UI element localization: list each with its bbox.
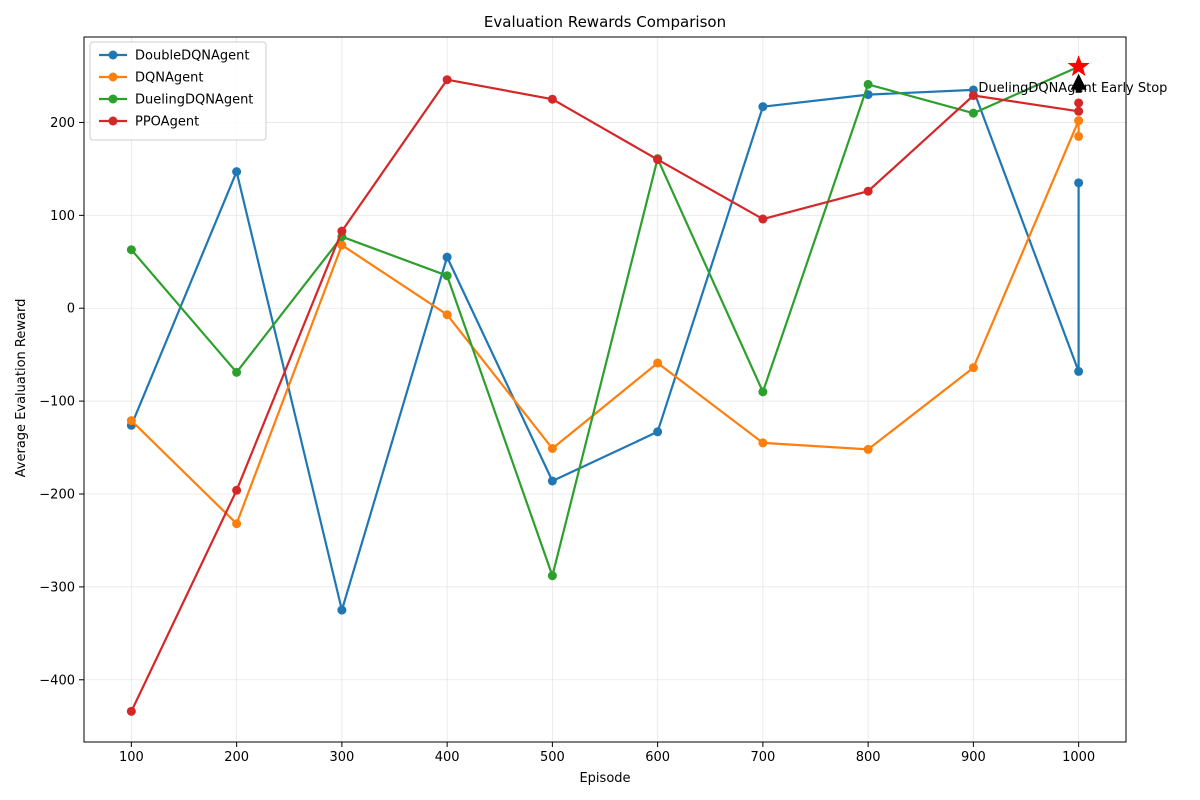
data-point [126, 245, 136, 255]
x-tick-label: 300 [329, 750, 354, 765]
series-line [130, 88, 1080, 612]
data-point [126, 706, 136, 716]
x-tick-label: 800 [856, 750, 881, 765]
x-tick-label: 100 [119, 750, 144, 765]
data-point [232, 167, 242, 177]
series-DuelingDQNAgent [126, 62, 1084, 581]
data-point [547, 94, 557, 104]
series-DoubleDQNAgent [126, 85, 1084, 615]
data-point [232, 519, 242, 529]
x-tick-label: 400 [435, 750, 460, 765]
data-point [442, 271, 452, 281]
series-DQNAgent [126, 116, 1084, 529]
annotation-arrow [1070, 73, 1087, 93]
y-tick-label: −200 [39, 487, 75, 502]
data-point [968, 363, 978, 373]
legend-swatch-marker [108, 116, 118, 126]
data-point [653, 155, 663, 165]
data-point [442, 252, 452, 262]
data-point [547, 571, 557, 581]
y-tick-label: −300 [39, 580, 75, 595]
y-tick-label: 100 [50, 209, 75, 224]
y-axis-ticks: −400 −300 −200 −100 0 100 200 [39, 116, 84, 688]
data-point [1074, 98, 1084, 108]
plot-frame [83, 36, 1127, 743]
data-point [863, 79, 873, 89]
series-layer [126, 62, 1084, 716]
data-point [1074, 106, 1084, 116]
data-point [337, 226, 347, 236]
data-point [232, 367, 242, 377]
annotation-label: DuelingDQNAgent Early Stop [978, 81, 1167, 96]
data-point [863, 186, 873, 196]
data-point [758, 438, 768, 448]
data-point [1074, 178, 1084, 188]
data-point [1074, 366, 1084, 376]
data-point [547, 476, 557, 486]
x-tick-label: 700 [750, 750, 775, 765]
x-tick-label: 1000 [1062, 750, 1095, 765]
data-point [337, 605, 347, 615]
data-point [758, 387, 768, 397]
x-tick-label: 500 [540, 750, 565, 765]
legend-item: DuelingDQNAgent [99, 93, 253, 108]
series-line [130, 65, 1080, 577]
data-point [1074, 116, 1084, 126]
y-axis-title: Average Evaluation Reward [14, 299, 29, 478]
legend-item: DQNAgent [99, 71, 203, 86]
data-point [337, 240, 347, 250]
chart-title: Evaluation Rewards Comparison [484, 13, 726, 31]
data-point [1074, 131, 1084, 141]
legend-label: DQNAgent [135, 71, 203, 86]
y-tick-label: 200 [50, 116, 75, 131]
data-point [232, 485, 242, 495]
y-tick-label: 0 [67, 302, 75, 317]
legend-swatch-marker [108, 94, 118, 104]
legend-item: DoubleDQNAgent [99, 49, 250, 64]
early-stop-star-icon [1067, 54, 1090, 77]
x-tick-label: 600 [645, 750, 670, 765]
legend-box [89, 41, 267, 141]
data-point [126, 416, 136, 426]
legend-swatch-marker [108, 50, 118, 60]
data-point [758, 102, 768, 112]
data-point [653, 358, 663, 368]
data-point [968, 91, 978, 101]
x-axis-title: Episode [579, 771, 630, 786]
grid-lines [84, 37, 1126, 742]
data-point [863, 444, 873, 454]
legend-swatch-marker [108, 72, 118, 82]
y-tick-label: −100 [39, 395, 75, 410]
data-point [547, 443, 557, 453]
legend-label: DuelingDQNAgent [135, 93, 253, 108]
x-tick-label: 200 [224, 750, 249, 765]
data-point [968, 108, 978, 118]
legend-label: DoubleDQNAgent [135, 49, 250, 64]
data-point [442, 310, 452, 320]
data-point [758, 214, 768, 224]
x-tick-label: 900 [961, 750, 986, 765]
legend-label: PPOAgent [135, 115, 199, 130]
annotation-layer: DuelingDQNAgent Early Stop [978, 54, 1167, 96]
y-tick-label: −400 [39, 673, 75, 688]
data-point [653, 427, 663, 437]
data-point [442, 75, 452, 85]
legend: DoubleDQNAgent DQNAgent DuelingDQNAgent PPO… [89, 41, 267, 141]
legend-item: PPOAgent [99, 115, 199, 130]
series-PPOAgent [126, 75, 1084, 716]
x-axis-ticks: 100 200 300 400 500 600 700 800 900 1000 [119, 742, 1095, 765]
